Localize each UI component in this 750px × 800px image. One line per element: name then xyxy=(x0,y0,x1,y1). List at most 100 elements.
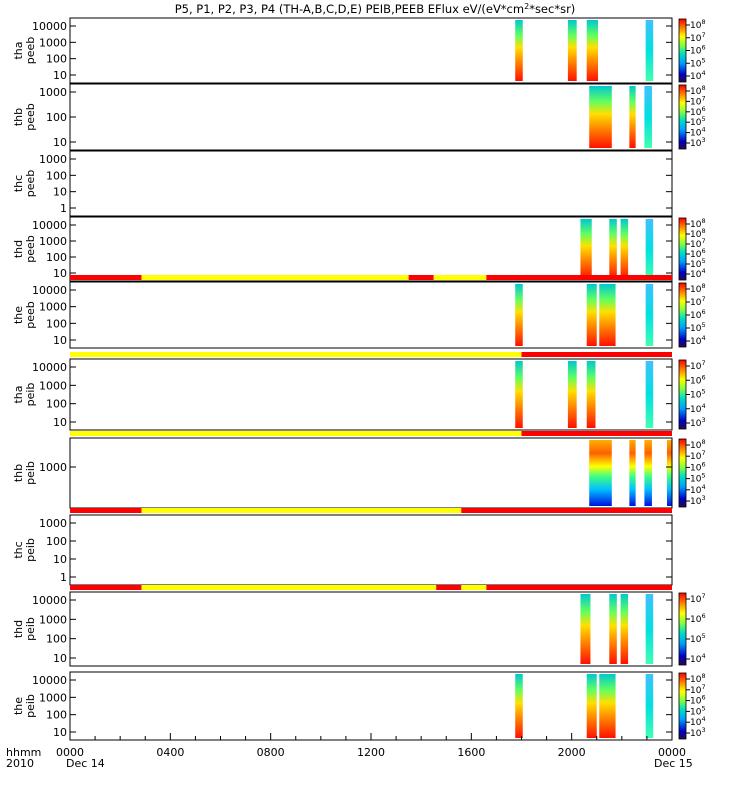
chart-title: P5, P1, P2, P3, P4 (TH-A,B,C,D,E) PEIB,P… xyxy=(175,2,576,16)
data-burst xyxy=(645,20,654,81)
panel-probe-label: tha xyxy=(12,385,25,403)
colorbar-label: 108 xyxy=(690,672,706,685)
panel-product-label: peib xyxy=(24,694,37,718)
panel-product-label: peib xyxy=(24,617,37,641)
colorbar-label: 104 xyxy=(690,69,706,82)
data-burst xyxy=(515,674,523,738)
colorbar-label: 106 xyxy=(690,105,706,118)
colorbar-label: 107 xyxy=(690,449,706,462)
data-burst xyxy=(589,440,612,506)
data-burst xyxy=(644,440,652,506)
y-tick-label: 1000 xyxy=(39,86,67,99)
colorbar-label: 107 xyxy=(690,237,706,250)
panel-product-label: peeb xyxy=(24,235,37,263)
colorbar-label: 105 xyxy=(690,321,706,334)
quality-bar-segment xyxy=(408,275,434,280)
panel-frame xyxy=(69,437,673,509)
colorbar-label: 108 xyxy=(690,282,706,295)
data-burst xyxy=(629,440,636,506)
y-tick-label: 10 xyxy=(53,416,67,429)
colorbar-label: 103 xyxy=(690,136,706,149)
quality-bar-segment xyxy=(461,508,672,513)
colorbar-label: 105 xyxy=(690,56,706,69)
colorbar-label: 107 xyxy=(690,683,706,696)
y-tick-label: 10000 xyxy=(32,20,67,33)
panel-frame xyxy=(69,514,673,586)
colorbar-label: 104 xyxy=(690,402,706,415)
panel-product-label: peib xyxy=(24,538,37,562)
data-burst xyxy=(620,594,629,664)
y-tick-label: 1000 xyxy=(39,36,67,49)
quality-bar-segment xyxy=(433,275,487,280)
colorbar xyxy=(678,592,687,666)
colorbar xyxy=(678,217,687,281)
colorbar-label: 107 xyxy=(690,359,706,372)
panel-probe-label: tha xyxy=(12,41,25,59)
data-burst xyxy=(599,674,616,738)
y-tick-label: 10 xyxy=(53,267,67,280)
data-burst xyxy=(645,594,654,664)
data-burst xyxy=(586,361,596,428)
y-tick-label: 1000 xyxy=(39,613,67,626)
x-left-label-hhmm: hhmm xyxy=(6,746,41,759)
panel-frame xyxy=(69,358,673,431)
panel-thd-peib: 10000 1000 100 10 thd peib 107 106 105 104 xyxy=(12,585,706,667)
data-burst xyxy=(609,594,617,664)
data-burst xyxy=(567,20,577,81)
quality-bar-segment xyxy=(486,585,672,590)
panel-probe-label: the xyxy=(12,306,25,324)
quality-bar-segment xyxy=(461,585,487,590)
y-tick-label: 100 xyxy=(46,709,67,722)
y-tick-label: 100 xyxy=(46,633,67,646)
data-burst xyxy=(515,284,523,346)
panel-frame xyxy=(69,17,673,84)
panel-frame xyxy=(69,281,673,349)
data-burst xyxy=(644,86,652,148)
panel-frame xyxy=(69,150,673,217)
y-tick-label: 10 xyxy=(53,553,67,566)
y-tick-label: 1 xyxy=(60,571,67,584)
colorbar-label: 104 xyxy=(690,334,706,347)
panel-product-label: peeb xyxy=(24,301,37,329)
x-tick-label: 0000 xyxy=(658,746,686,759)
y-tick-label: 1000 xyxy=(39,235,67,248)
quality-bar-segment xyxy=(70,352,522,357)
quality-bar-segment xyxy=(141,585,437,590)
data-burst xyxy=(586,674,597,738)
colorbar xyxy=(678,84,687,150)
quality-bar-segment xyxy=(436,585,462,590)
data-burst xyxy=(666,440,672,506)
colorbar-label: 105 xyxy=(690,472,706,485)
x-tick-label: 0400 xyxy=(156,746,184,759)
y-tick-label: 100 xyxy=(46,317,67,330)
colorbar-label: 106 xyxy=(690,694,706,707)
y-tick-label: 10 xyxy=(53,136,67,149)
x-tick-label: 1200 xyxy=(357,746,385,759)
x-left-label-year: 2010 xyxy=(6,757,34,770)
data-burst xyxy=(586,20,599,81)
colorbar-label: 107 xyxy=(690,295,706,308)
data-burst xyxy=(645,361,654,428)
panel-frame xyxy=(69,671,673,741)
data-burst xyxy=(580,219,592,279)
quality-bar-segment xyxy=(521,431,672,436)
x-date-label-end: Dec 15 xyxy=(654,757,693,770)
data-burst xyxy=(589,86,612,148)
data-burst xyxy=(586,284,597,346)
y-tick-label: 100 xyxy=(46,251,67,264)
data-burst xyxy=(645,674,654,738)
panel-product-label: peeb xyxy=(24,170,37,198)
y-tick-label: 1000 xyxy=(39,461,67,474)
y-tick-label: 10 xyxy=(53,652,67,665)
colorbar-label: 104 xyxy=(690,483,706,496)
x-date-label-start: Dec 14 xyxy=(66,757,105,770)
y-tick-label: 10000 xyxy=(32,284,67,297)
y-tick-label: 1000 xyxy=(39,691,67,704)
x-tick-label: 0000 xyxy=(56,746,84,759)
y-tick-label: 100 xyxy=(46,398,67,411)
y-tick-label: 1000 xyxy=(39,379,67,392)
